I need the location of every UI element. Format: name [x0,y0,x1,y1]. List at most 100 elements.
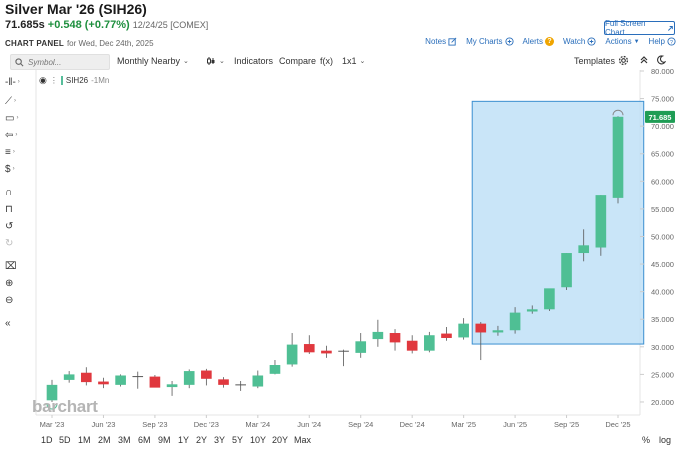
alerts-button[interactable]: Alerts? [523,37,554,46]
zoom-in-button[interactable]: ⊕ [5,276,33,290]
candle[interactable] [612,116,624,204]
candle[interactable] [458,318,469,340]
settings-button[interactable] [618,55,629,66]
candle[interactable] [218,377,229,388]
x-tick-label: Dec '23 [194,420,219,429]
candle[interactable] [63,371,75,383]
period-1d[interactable]: 1D [41,435,53,445]
candle[interactable] [98,377,109,389]
candle[interactable] [201,368,212,386]
candle[interactable] [544,288,555,311]
period-20y[interactable]: 20Y [272,435,289,445]
layout-dropdown[interactable]: 1x1 ⌄ [342,56,365,66]
my-charts-button[interactable]: My Charts [466,37,514,46]
watch-button[interactable]: Watch [563,37,596,46]
shapes-tool[interactable]: ▭ › [5,111,33,125]
fx-button[interactable]: f(x) [320,56,333,66]
zoom-out-button[interactable]: ⊖ [5,293,33,307]
high-marker-icon [612,109,624,116]
lock-icon: ⊓ [5,203,13,215]
period-1y[interactable]: 1Y [178,435,190,445]
period-6m[interactable]: 6M [138,435,151,445]
delete-button[interactable]: ⌧ [5,259,33,273]
lock-tool[interactable]: ⊓ [5,202,33,216]
candle[interactable] [526,305,538,314]
redo-button[interactable]: ↻ [5,236,33,250]
x-tick-label: Dec '25 [605,420,630,429]
period-10y[interactable]: 10Y [250,435,267,445]
eye-icon[interactable]: ◉ [39,75,47,85]
candle[interactable] [424,331,435,353]
candle[interactable] [80,367,92,386]
dark-mode-toggle[interactable] [656,55,666,65]
compare-button[interactable]: Compare [279,56,316,66]
crosshair-tool[interactable]: -ǁ- › [5,75,33,89]
period-2m[interactable]: 2M [98,435,111,445]
magnet-tool[interactable]: ∩ [5,185,33,199]
candle[interactable] [46,379,58,402]
period-5d[interactable]: 5D [59,435,71,445]
candle[interactable] [269,360,281,375]
period-3m[interactable]: 3M [118,435,131,445]
period-2y[interactable]: 2Y [196,435,208,445]
symbol-search[interactable] [10,54,110,70]
series-color-swatch [60,76,63,85]
candle[interactable] [252,370,264,389]
period-9m[interactable]: 9M [158,435,171,445]
candle[interactable] [321,345,332,358]
undo-button[interactable]: ↺ [5,219,33,233]
low-marker-icon [46,403,58,410]
price-tool[interactable]: $ › [5,162,33,176]
candle[interactable] [132,371,144,389]
candle[interactable] [166,381,178,396]
notes-button[interactable]: Notes [425,37,457,46]
candle[interactable] [492,325,504,336]
chevron-right-icon: › [12,166,15,172]
candle[interactable] [406,335,418,354]
undo-icon: ↺ [5,220,14,232]
candle[interactable] [475,321,487,361]
candle[interactable] [183,369,195,389]
chevron-right-icon: › [16,115,19,121]
x-tick-label: Jun '24 [297,420,321,429]
actions-dropdown[interactable]: Actions ▼ [605,37,639,46]
candle-body [561,253,572,288]
more-dots-icon[interactable]: ⋮ [49,76,58,85]
indicators-button[interactable]: Indicators [234,56,273,66]
candle[interactable] [561,253,572,290]
candle[interactable] [441,326,452,341]
candle[interactable] [235,381,246,391]
candle[interactable] [286,333,298,367]
full-screen-chart-button[interactable]: Full Screen Chart [604,19,675,37]
candle[interactable] [115,374,126,387]
candle[interactable] [578,229,590,262]
trend-line-tool[interactable]: ⟋ › [5,94,33,108]
period-3y[interactable]: 3Y [214,435,226,445]
period-5y[interactable]: 5Y [232,435,244,445]
candle[interactable] [338,349,349,367]
candle-body [355,341,367,353]
log-toggle[interactable]: log [659,435,672,445]
collapse-button[interactable] [639,55,649,65]
candle[interactable] [509,307,521,334]
symbol-input[interactable] [28,57,103,67]
arrow-tool[interactable]: ⇦ › [5,128,33,142]
candle[interactable] [595,195,607,256]
candle[interactable] [149,374,161,388]
legend-interval: -1Mn [91,76,110,85]
candle-body [252,375,264,387]
period-max[interactable]: Max [294,435,312,445]
help-button[interactable]: Help ? [649,37,676,46]
templates-button[interactable]: Templates [574,56,615,66]
fibonacci-tool[interactable]: ≡ › [5,145,33,159]
chart-type-dropdown[interactable]: ⌄ [206,56,225,66]
candle[interactable] [389,329,401,351]
candle[interactable] [372,319,384,347]
period-1m[interactable]: 1M [78,435,91,445]
period-dropdown[interactable]: Monthly Nearby ⌄ [117,56,189,66]
candle[interactable] [303,335,315,354]
percent-toggle[interactable]: % [642,435,651,445]
collapse-sidebar-button[interactable]: « [5,316,33,330]
candle[interactable] [355,333,367,358]
